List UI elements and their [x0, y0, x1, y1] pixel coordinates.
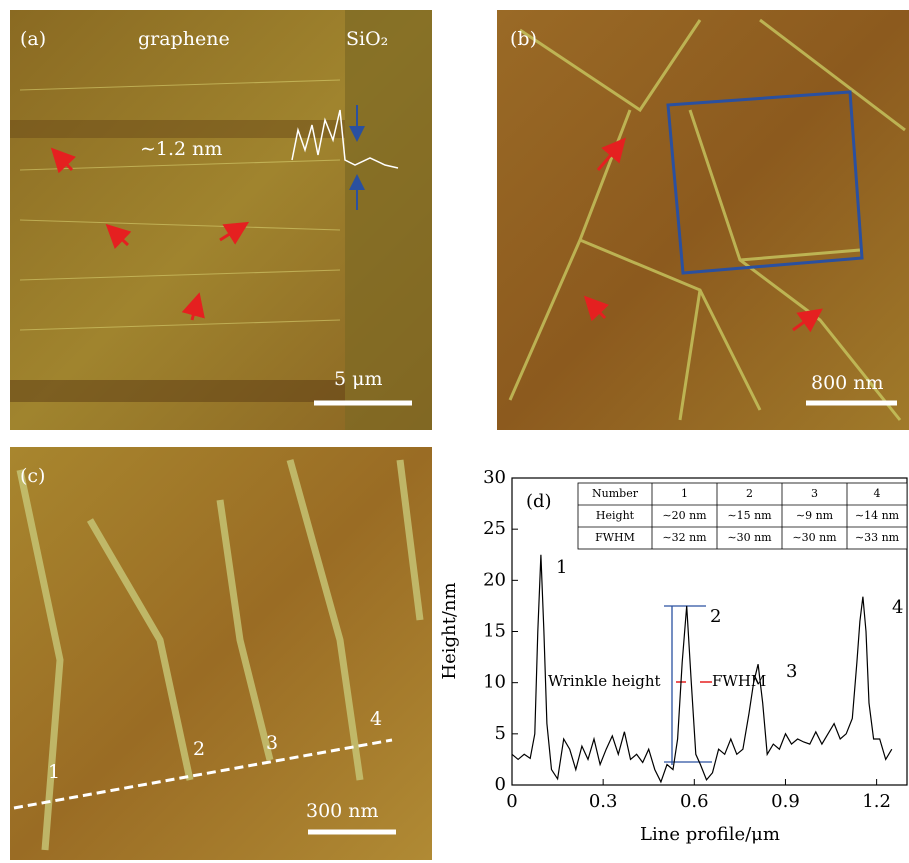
scale-label: 300 nm — [306, 800, 379, 822]
x-tick-label: 0 — [506, 791, 517, 812]
y-tick-label: 15 — [483, 621, 506, 642]
table-cell: ∼33 nm — [855, 531, 900, 544]
scale-label: 5 μm — [334, 368, 383, 390]
table-cell: ∼30 nm — [727, 531, 772, 544]
x-tick-label: 1.2 — [862, 791, 891, 812]
peak-label: 3 — [786, 661, 797, 682]
region-label: graphene — [138, 28, 230, 50]
table-cell: 2 — [746, 487, 753, 500]
y-tick-label: 20 — [483, 569, 506, 590]
panel-label: (c) — [20, 465, 45, 487]
panel-label: (a) — [20, 28, 46, 50]
profile-line — [512, 555, 892, 782]
dark-band — [10, 120, 345, 138]
wrinkle-label: 3 — [266, 732, 278, 754]
panel-d: (d) Wrinkle height FWHM Line profile/μm … — [439, 467, 907, 845]
peak-label: 1 — [556, 557, 567, 578]
wrinkle-label: 4 — [370, 708, 382, 730]
x-tick-label: 0.9 — [771, 791, 800, 812]
table-cell: ∼20 nm — [662, 509, 707, 522]
table-cell: 4 — [874, 487, 881, 500]
x-axis-label: Line profile/μm — [640, 824, 780, 845]
y-tick-label: 25 — [483, 518, 506, 539]
table-cell: Number — [592, 487, 639, 500]
panel-c: (c) 1 2 3 4 300 nm — [10, 447, 432, 860]
wrinkle-label: 1 — [48, 761, 60, 783]
table-cell: ∼9 nm — [796, 509, 834, 522]
table-cell: ∼15 nm — [727, 509, 772, 522]
x-tick-label: 0.3 — [589, 791, 618, 812]
table-cell: ∼32 nm — [662, 531, 707, 544]
peak-label: 2 — [710, 606, 721, 627]
dark-band — [10, 380, 345, 402]
wrinkle-label: 2 — [193, 738, 205, 760]
table-cell: ∼30 nm — [792, 531, 837, 544]
table-cell: 1 — [681, 487, 688, 500]
panel-label: (d) — [526, 491, 552, 512]
y-tick-label: 0 — [495, 774, 506, 795]
y-tick-label: 5 — [495, 723, 506, 744]
panel-a: (a) graphene SiO₂ ∼1.2 nm 5 μm — [10, 10, 432, 430]
table-cell: FWHM — [595, 531, 635, 544]
scale-label: 800 nm — [811, 372, 884, 394]
figure: (a) graphene SiO₂ ∼1.2 nm 5 μm (b) 800 n… — [0, 0, 909, 863]
sio2-region — [345, 10, 432, 430]
y-tick-label: 30 — [483, 467, 506, 488]
step-height: ∼1.2 nm — [140, 138, 222, 160]
x-tick-label: 0.6 — [680, 791, 709, 812]
panel-label: (b) — [510, 28, 537, 50]
table-cell: Height — [596, 509, 635, 522]
y-axis-label: Height/nm — [439, 582, 460, 679]
panel-b: (b) 800 nm — [497, 10, 909, 430]
page: (a) graphene SiO₂ ∼1.2 nm 5 μm (b) 800 n… — [0, 0, 909, 863]
y-tick-label: 10 — [483, 672, 506, 693]
region-label: SiO₂ — [346, 28, 388, 50]
table-cell: ∼14 nm — [855, 509, 900, 522]
annotation: Wrinkle height — [548, 672, 661, 690]
afm-image — [497, 10, 909, 430]
table-cell: 3 — [811, 487, 818, 500]
annotation: FWHM — [712, 672, 766, 690]
peak-label: 4 — [892, 597, 903, 618]
